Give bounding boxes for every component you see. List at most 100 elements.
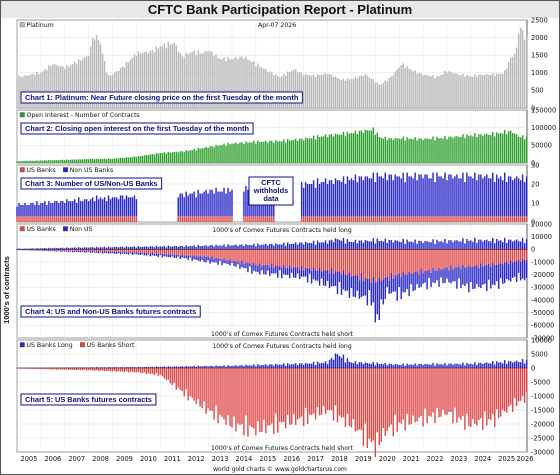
oi-bar: [70, 159, 72, 163]
price-bar: [296, 72, 299, 108]
nonus-bank-count-bar: [511, 180, 514, 217]
us-short-bar: [66, 249, 68, 251]
oi-bar: [394, 138, 396, 163]
us-bank-count-bar: [129, 216, 132, 222]
us-bank-count-bar: [486, 216, 488, 222]
us-long-bar: [263, 364, 265, 368]
long-bar: [235, 244, 237, 250]
oi-bar: [298, 138, 301, 163]
cftc-annotation-box: [248, 176, 294, 206]
oi-bar: [400, 138, 402, 163]
us-long-bar: [525, 359, 528, 368]
nonus-short-bar: [370, 283, 373, 306]
long-bar: [486, 239, 488, 250]
y-tick-label: -30000: [531, 284, 554, 292]
us-short-bar: [336, 249, 339, 272]
nonus-bank-count-bar: [354, 174, 357, 217]
nonus-bank-count-bar: [426, 174, 428, 217]
long-bar: [163, 245, 166, 250]
oi-bar: [97, 159, 100, 163]
x-tick-label: 2007: [68, 455, 85, 463]
us-short-bar: [436, 249, 438, 271]
us-short-bar: [428, 368, 430, 416]
us-short-bar: [58, 368, 60, 370]
us-short-bar: [384, 368, 386, 436]
us-bank-count-bar: [193, 216, 195, 222]
oi-bar: [141, 155, 144, 163]
nonus-bank-count-bar: [342, 176, 345, 217]
x-tick-label: 2010: [140, 455, 157, 463]
price-bar: [161, 46, 164, 108]
nonus-short-bar: [149, 253, 152, 257]
us-short-bar: [324, 368, 327, 415]
us-long-bar: [362, 364, 365, 368]
us-short-bar: [334, 368, 337, 406]
nonus-short-bar: [239, 263, 241, 269]
us-short-bar: [147, 368, 150, 374]
bank-count-bars: [16, 172, 528, 222]
long-bar: [501, 241, 504, 250]
us-short-bar: [462, 368, 464, 416]
us-long-bar: [366, 363, 369, 368]
us-long-bar: [294, 363, 297, 368]
price-bar: [464, 76, 466, 108]
price-bar: [326, 74, 329, 108]
us-short-bar: [113, 368, 116, 371]
nonus-bank-count-bar: [480, 174, 482, 217]
price-bar: [402, 63, 404, 108]
us-short-bar: [189, 249, 191, 256]
long-bar: [494, 243, 496, 250]
long-bar: [386, 242, 388, 250]
nonus-bank-count-bar: [346, 176, 349, 217]
nonus-short-bar: [265, 265, 267, 275]
us-long-bar: [169, 366, 171, 368]
oi-bar: [302, 140, 305, 163]
us-long-bar: [215, 365, 217, 368]
us-bank-count-bar: [414, 216, 416, 222]
us-long-bar: [519, 362, 522, 368]
nonus-short-bar: [203, 256, 205, 262]
oi-bar: [68, 159, 70, 163]
price-bar: [350, 79, 353, 108]
price-bar: [446, 72, 448, 108]
nonus-short-bar: [125, 252, 128, 254]
us-bank-count-bar: [273, 216, 275, 222]
us-short-bar: [121, 368, 124, 372]
long-bar: [448, 240, 450, 250]
nonus-bank-count-bar: [40, 203, 42, 217]
nonus-bank-count-bar: [85, 199, 88, 217]
us-bank-count-bar: [368, 216, 371, 222]
us-short-bar: [290, 249, 293, 269]
oi-bar: [500, 132, 502, 163]
price-bar: [18, 75, 20, 108]
nonus-short-bar: [44, 250, 46, 251]
oi-bar: [183, 152, 185, 163]
us-short-bar: [285, 249, 287, 268]
long-bar: [460, 241, 462, 250]
us-short-bar: [354, 249, 357, 276]
nonus-bank-count-bar: [304, 182, 307, 217]
nonus-short-bar: [249, 263, 251, 267]
us-short-bar: [91, 249, 94, 252]
nonus-short-bar: [133, 252, 136, 255]
nonus-short-bar: [263, 264, 265, 275]
nonus-short-bar: [157, 253, 160, 257]
price-bar: [294, 69, 297, 108]
us-short-bar: [402, 249, 404, 272]
nonus-short-bar: [458, 266, 460, 279]
us-short-bar: [292, 249, 295, 268]
nonus-short-bar: [221, 259, 223, 266]
oi-bar: [320, 136, 323, 163]
us-short-bar: [302, 368, 305, 427]
nonus-short-bar: [237, 261, 239, 265]
price-bar: [56, 65, 58, 108]
us-short-bar: [396, 249, 398, 276]
us-short-bar: [249, 249, 251, 264]
us-short-bar: [505, 368, 508, 413]
long-bar: [336, 239, 339, 250]
nonus-bank-count-bar: [18, 203, 20, 217]
nonus-short-bar: [285, 267, 287, 275]
price-bar: [217, 57, 219, 108]
us-short-bar: [249, 368, 251, 426]
